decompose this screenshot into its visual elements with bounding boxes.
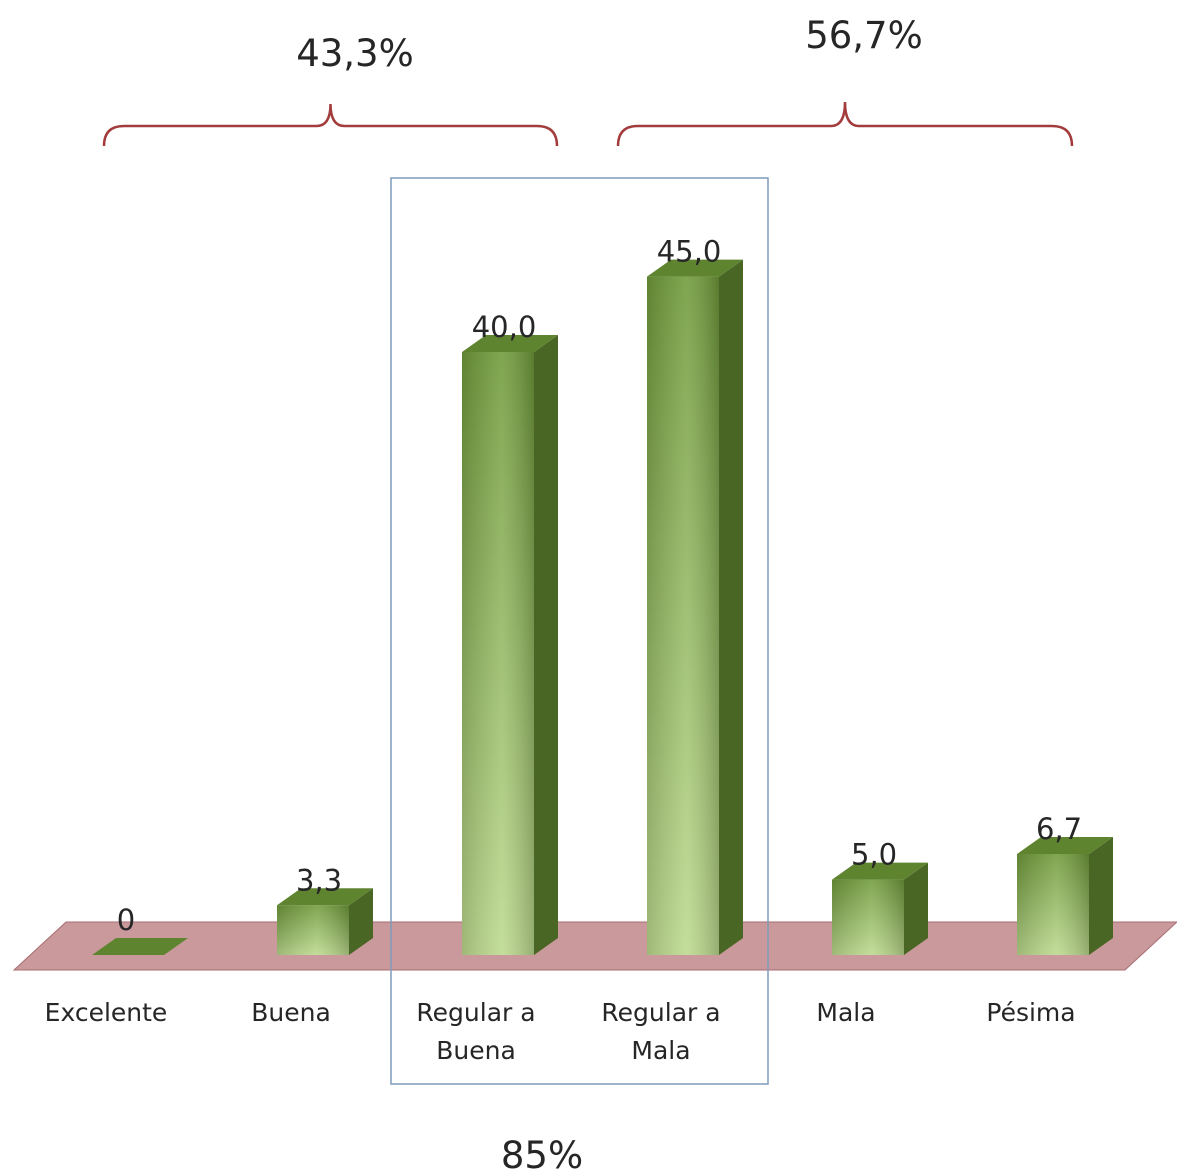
category-label-1: Excelente — [45, 998, 168, 1027]
category-label-2: Buena — [251, 998, 331, 1027]
bar-top-5 — [832, 862, 928, 880]
category-label-3-line-1: Regular a — [416, 998, 535, 1027]
bar-side-5 — [904, 862, 928, 955]
bar-shade-3 — [462, 352, 534, 955]
group-brace-left — [102, 103, 559, 147]
bar-top-3 — [462, 335, 558, 352]
bar-side-6 — [1089, 836, 1113, 955]
bar-shade-5 — [832, 879, 904, 955]
value-label-1: 0 — [117, 903, 135, 937]
bar-4 — [647, 259, 743, 955]
value-label-5: 5,0 — [851, 838, 897, 872]
category-label-4-line-1: Regular a — [601, 998, 720, 1027]
category-label-6: Pésima — [986, 998, 1075, 1027]
category-label-3-line-2: Buena — [436, 1036, 516, 1065]
bar-top-6 — [1017, 836, 1113, 854]
bar-side-4 — [719, 259, 743, 955]
highlight-label: 85% — [501, 1134, 583, 1172]
value-label-6: 6,7 — [1036, 812, 1082, 846]
value-label-2: 3,3 — [296, 863, 342, 897]
bar-shade-2 — [277, 905, 349, 955]
group-label-left: 43,3% — [296, 32, 414, 75]
bar-top-1 — [92, 938, 188, 955]
group-label-right: 56,7% — [805, 14, 923, 57]
bar-side-2 — [349, 888, 373, 955]
value-label-3: 40,0 — [472, 310, 537, 344]
bar-shade-6 — [1017, 853, 1089, 955]
bar-5 — [832, 862, 928, 955]
bar-1 — [92, 938, 188, 955]
bar-3 — [462, 335, 558, 955]
bar-side-3 — [534, 335, 558, 955]
category-label-5: Mala — [816, 998, 875, 1027]
bar-shade-4 — [647, 276, 719, 955]
group-brace-right — [616, 101, 1074, 147]
bar-2 — [277, 888, 373, 955]
highlight-box — [390, 177, 769, 1085]
value-label-4: 45,0 — [657, 235, 722, 269]
bar-top-4 — [647, 259, 743, 277]
chart-floor — [12, 921, 1177, 971]
bar-top-2 — [277, 888, 373, 906]
category-label-4-line-2: Mala — [631, 1036, 690, 1065]
bar-6 — [1017, 836, 1113, 955]
